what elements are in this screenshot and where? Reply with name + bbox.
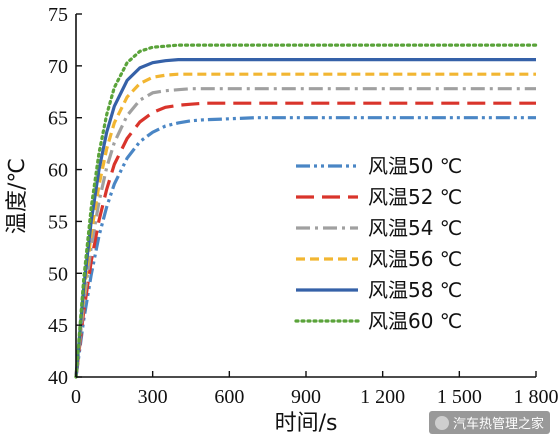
- y-tick-label: 75: [48, 4, 68, 26]
- x-axis-label: 时间/s: [275, 411, 338, 436]
- x-tick-label: 1 800: [514, 386, 559, 408]
- legend: 风温50 ℃ 风温52 ℃ 风温54 ℃ 风温56 ℃ 风温58 ℃ 风温60 ℃: [294, 154, 462, 333]
- series-line-5: [74, 57, 536, 378]
- legend-label-6: 风温60 ℃: [368, 309, 462, 333]
- legend-label-4: 风温56 ℃: [368, 247, 462, 271]
- legend-label-5: 风温58 ℃: [368, 278, 462, 302]
- x-tick-label: 600: [214, 386, 244, 408]
- plot-lines: [74, 43, 538, 379]
- y-tick-label: 45: [48, 315, 68, 337]
- x-tick-label: 1 500: [437, 386, 482, 408]
- x-tick-label: 900: [291, 386, 321, 408]
- series-line-1: [74, 116, 536, 378]
- y-tick-label: 55: [48, 211, 68, 233]
- y-tick-label: 60: [48, 160, 68, 182]
- y-tick-label: 70: [48, 56, 68, 78]
- wechat-icon: [434, 415, 449, 430]
- y-tick-label: 40: [48, 367, 68, 389]
- y-axis-label: 温度/℃: [5, 158, 30, 234]
- series-line-3: [74, 87, 536, 378]
- legend-label-2: 风温52 ℃: [368, 185, 462, 209]
- series-line-2: [74, 101, 536, 378]
- series-line-4: [74, 72, 536, 378]
- x-tick-label: 0: [71, 386, 81, 408]
- x-tick-label: 1 200: [360, 386, 405, 408]
- watermark-text: 汽车热管理之家: [452, 417, 544, 432]
- x-tick-label: 300: [138, 386, 168, 408]
- series-line-6: [74, 43, 538, 379]
- legend-label-1: 风温50 ℃: [368, 154, 462, 178]
- watermark: 汽车热管理之家: [428, 411, 550, 434]
- ticks: 0 300 600 900 1 200 1 500 1 800 40 45 50 55 60 65 70 7…: [48, 4, 559, 408]
- y-tick-label: 65: [48, 108, 68, 130]
- y-tick-label: 50: [48, 263, 68, 285]
- legend-label-3: 风温54 ℃: [368, 216, 462, 240]
